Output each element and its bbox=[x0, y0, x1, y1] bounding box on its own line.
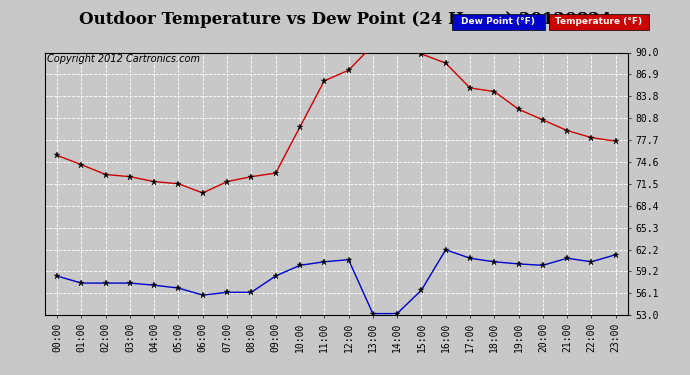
Text: Outdoor Temperature vs Dew Point (24 Hours) 20120824: Outdoor Temperature vs Dew Point (24 Hou… bbox=[79, 11, 611, 28]
Text: Dew Point (°F): Dew Point (°F) bbox=[461, 17, 535, 26]
Text: Temperature (°F): Temperature (°F) bbox=[555, 17, 642, 26]
Text: Copyright 2012 Cartronics.com: Copyright 2012 Cartronics.com bbox=[47, 54, 200, 64]
